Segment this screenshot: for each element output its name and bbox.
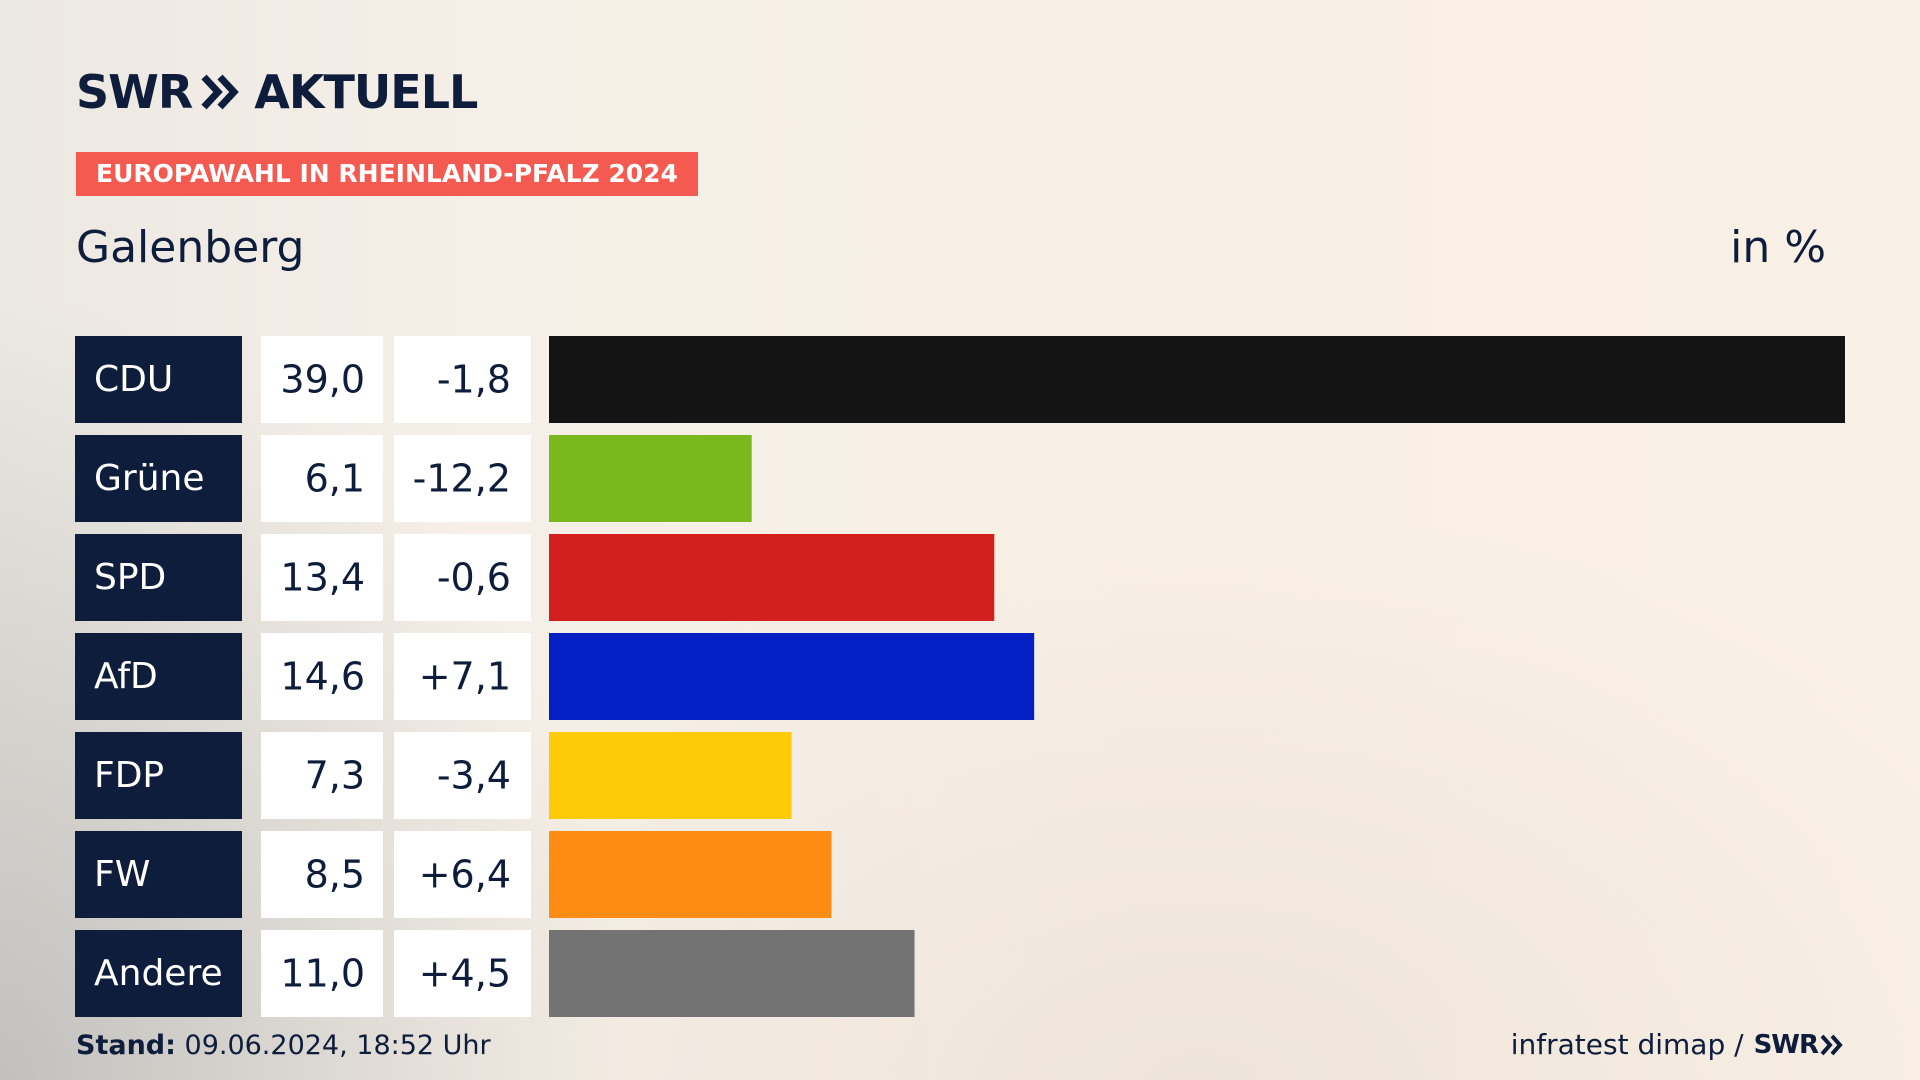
share-cell-afd — [261, 633, 383, 720]
share-cell-cdu — [261, 336, 383, 423]
logo-aktuell-text: AKTUELL — [254, 65, 478, 119]
share-value-gr-ne: 6,1 — [305, 457, 365, 501]
share-cell-fdp — [261, 732, 383, 819]
change-cell-spd — [394, 534, 531, 621]
party-label-fdp: FDP — [94, 755, 164, 796]
stand-value: 09.06.2024, 18:52 Uhr — [184, 1030, 491, 1061]
party-label-gr-ne: Grüne — [94, 458, 204, 499]
share-value-fdp: 7,3 — [305, 754, 365, 798]
party-label-box-cdu — [75, 336, 242, 423]
share-cell-andere — [261, 930, 383, 1017]
bar-andere — [549, 930, 915, 1017]
party-label-box-afd — [75, 633, 242, 720]
source-swr-logo: SWR — [1754, 1030, 1844, 1060]
stand-label: Stand: — [76, 1030, 176, 1061]
change-cell-afd — [394, 633, 531, 720]
election-badge: EUROPAWAHL IN RHEINLAND-PFALZ 2024 — [76, 152, 698, 196]
footer-source: infratest dimap / SWR — [1511, 1028, 1844, 1061]
change-cell-fw — [394, 831, 531, 918]
bar-spd — [549, 534, 995, 621]
party-label-box-fdp — [75, 732, 242, 819]
unit-label: in % — [1730, 222, 1826, 273]
bar-cdu — [549, 336, 1845, 423]
source-double-chevron-icon — [1820, 1034, 1843, 1055]
change-value-spd: -0,6 — [437, 556, 511, 600]
share-cell-spd — [261, 534, 383, 621]
party-label-box-fw — [75, 831, 242, 918]
change-cell-gr-ne — [394, 435, 531, 522]
change-cell-fdp — [394, 732, 531, 819]
footer-stand: Stand: 09.06.2024, 18:52 Uhr — [76, 1030, 491, 1061]
bar-afd — [549, 633, 1035, 720]
party-label-afd: AfD — [94, 656, 158, 697]
change-cell-cdu — [394, 336, 531, 423]
logo-double-chevron-icon — [201, 74, 240, 110]
party-label-box-spd — [75, 534, 242, 621]
change-value-andere: +4,5 — [419, 952, 511, 996]
change-value-afd: +7,1 — [419, 655, 511, 699]
party-label-spd: SPD — [94, 557, 166, 598]
change-value-fw: +6,4 — [419, 853, 511, 897]
logo-swr-text: SWR — [76, 65, 193, 119]
change-value-gr-ne: -12,2 — [413, 457, 511, 501]
party-label-fw: FW — [94, 854, 150, 895]
region-title: Galenberg — [76, 222, 305, 273]
party-label-andere: Andere — [94, 953, 223, 994]
share-value-spd: 13,4 — [280, 556, 365, 600]
share-cell-fw — [261, 831, 383, 918]
change-value-cdu: -1,8 — [437, 358, 511, 402]
party-label-box-andere — [75, 930, 242, 1017]
change-cell-andere — [394, 930, 531, 1017]
source-swr-text: SWR — [1753, 1029, 1819, 1060]
bar-fdp — [549, 732, 792, 819]
party-label-box-gr-ne — [75, 435, 242, 522]
bar-gr-ne — [549, 435, 752, 522]
source-text: infratest dimap / — [1510, 1028, 1744, 1061]
party-label-cdu: CDU — [94, 359, 173, 400]
share-value-fw: 8,5 — [305, 853, 365, 897]
share-cell-gr-ne — [261, 435, 383, 522]
share-value-afd: 14,6 — [280, 655, 365, 699]
swr-aktuell-logo: SWR AKTUELL — [76, 65, 478, 119]
share-value-cdu: 39,0 — [280, 358, 365, 402]
change-value-fdp: -3,4 — [437, 754, 511, 798]
bar-fw — [549, 831, 832, 918]
share-value-andere: 11,0 — [280, 952, 365, 996]
